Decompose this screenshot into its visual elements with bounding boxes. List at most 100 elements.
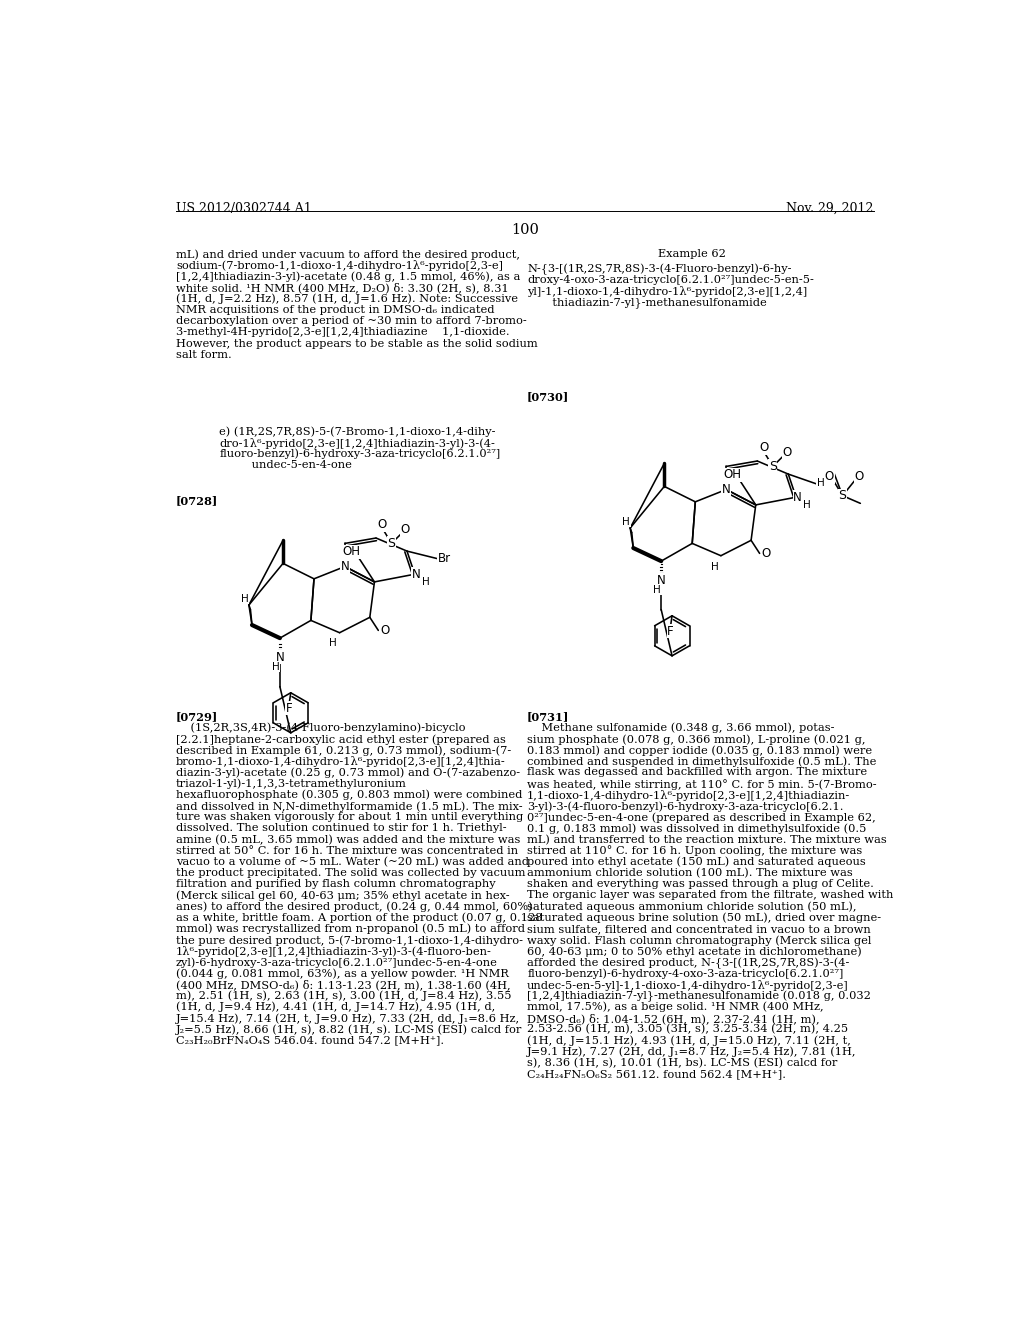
Text: the product precipitated. The solid was collected by vacuum: the product precipitated. The solid was …	[176, 869, 525, 878]
Text: H: H	[422, 577, 429, 587]
Text: described in Example 61, 0.213 g, 0.73 mmol), sodium-(7-: described in Example 61, 0.213 g, 0.73 m…	[176, 744, 511, 756]
Text: N: N	[341, 560, 349, 573]
Text: N: N	[794, 491, 802, 504]
Text: H: H	[330, 639, 337, 648]
Text: combined and suspended in dimethylsulfoxide (0.5 mL). The: combined and suspended in dimethylsulfox…	[527, 756, 877, 767]
Text: Example 62: Example 62	[658, 249, 726, 259]
Text: salt form.: salt form.	[176, 350, 231, 360]
Text: [0728]: [0728]	[176, 495, 218, 506]
Text: OH: OH	[342, 545, 360, 558]
Text: N: N	[656, 574, 666, 587]
Text: 100: 100	[511, 223, 539, 238]
Text: s), 8.36 (1H, s), 10.01 (1H, bs). LC-MS (ESI) calcd for: s), 8.36 (1H, s), 10.01 (1H, bs). LC-MS …	[527, 1057, 838, 1068]
Text: S: S	[387, 537, 395, 550]
Text: C₂₄H₂₄FN₅O₆S₂ 561.12. found 562.4 [M+H⁺].: C₂₄H₂₄FN₅O₆S₂ 561.12. found 562.4 [M+H⁺]…	[527, 1069, 786, 1078]
Text: H: H	[272, 661, 280, 672]
Text: sium sulfate, filtered and concentrated in vacuo to a brown: sium sulfate, filtered and concentrated …	[527, 924, 870, 933]
Text: C₂₃H₂₀BrFN₄O₄S 546.04. found 547.2 [M+H⁺].: C₂₃H₂₀BrFN₄O₄S 546.04. found 547.2 [M+H⁺…	[176, 1035, 444, 1045]
Text: ture was shaken vigorously for about 1 min until everything: ture was shaken vigorously for about 1 m…	[176, 812, 523, 822]
Text: (Merck silical gel 60, 40-63 μm; 35% ethyl acetate in hex-: (Merck silical gel 60, 40-63 μm; 35% eth…	[176, 890, 510, 900]
Text: Methane sulfonamide (0.348 g, 3.66 mmol), potas-: Methane sulfonamide (0.348 g, 3.66 mmol)…	[527, 723, 835, 734]
Text: saturated aqueous brine solution (50 mL), dried over magne-: saturated aqueous brine solution (50 mL)…	[527, 912, 882, 923]
Text: S: S	[839, 490, 847, 502]
Text: decarboxylation over a period of ~30 min to afford 7-bromo-: decarboxylation over a period of ~30 min…	[176, 317, 526, 326]
Text: O: O	[400, 523, 410, 536]
Text: [0729]: [0729]	[176, 711, 218, 722]
Text: O: O	[782, 446, 792, 459]
Text: dro-1λ⁶-pyrido[2,3-e][1,2,4]thiadiazin-3-yl)-3-(4-: dro-1λ⁶-pyrido[2,3-e][1,2,4]thiadiazin-3…	[219, 437, 496, 449]
Text: undec-5-en-4-one: undec-5-en-4-one	[219, 459, 352, 470]
Text: zyl)-6-hydroxy-3-aza-tricyclo[6.2.1.0²⁷]undec-5-en-4-one: zyl)-6-hydroxy-3-aza-tricyclo[6.2.1.0²⁷]…	[176, 957, 498, 968]
Text: DMSO-d₆) δ: 1.04-1.52 (6H, m), 2.37-2.41 (1H, m),: DMSO-d₆) δ: 1.04-1.52 (6H, m), 2.37-2.41…	[527, 1014, 820, 1024]
Text: ammonium chloride solution (100 mL). The mixture was: ammonium chloride solution (100 mL). The…	[527, 869, 853, 878]
Text: US 2012/0302744 A1: US 2012/0302744 A1	[176, 202, 311, 215]
Text: 60, 40-63 μm; 0 to 50% ethyl acetate in dichloromethane): 60, 40-63 μm; 0 to 50% ethyl acetate in …	[527, 946, 862, 957]
Text: undec-5-en-5-yl]-1,1-dioxo-1,4-dihydro-1λ⁶-pyrido[2,3-e]: undec-5-en-5-yl]-1,1-dioxo-1,4-dihydro-1…	[527, 979, 849, 990]
Text: H: H	[623, 517, 630, 527]
Text: amine (0.5 mL, 3.65 mmol) was added and the mixture was: amine (0.5 mL, 3.65 mmol) was added and …	[176, 834, 520, 845]
Text: However, the product appears to be stable as the solid sodium: However, the product appears to be stabl…	[176, 339, 538, 348]
Text: 0²⁷]undec-5-en-4-one (prepared as described in Example 62,: 0²⁷]undec-5-en-4-one (prepared as descri…	[527, 812, 876, 822]
Text: triazol-1-yl)-1,1,3,3-tetramethyluronium: triazol-1-yl)-1,1,3,3-tetramethyluronium	[176, 779, 407, 789]
Text: Nov. 29, 2012: Nov. 29, 2012	[786, 202, 873, 215]
Text: mL) and transferred to the reaction mixture. The mixture was: mL) and transferred to the reaction mixt…	[527, 834, 887, 845]
Text: [1,2,4]thiadiazin-7-yl}-methanesulfonamide (0.018 g, 0.032: [1,2,4]thiadiazin-7-yl}-methanesulfonami…	[527, 991, 871, 1002]
Text: 1,1-dioxo-1,4-dihydro-1λ⁶-pyrido[2,3-e][1,2,4]thiadiazin-: 1,1-dioxo-1,4-dihydro-1λ⁶-pyrido[2,3-e][…	[527, 789, 850, 801]
Text: O: O	[759, 441, 768, 454]
Text: OH: OH	[724, 469, 741, 482]
Text: diazin-3-yl)-acetate (0.25 g, 0.73 mmol) and O-(7-azabenzo-: diazin-3-yl)-acetate (0.25 g, 0.73 mmol)…	[176, 767, 520, 777]
Text: N-{3-[(1R,2S,7R,8S)-3-(4-Fluoro-benzyl)-6-hy-: N-{3-[(1R,2S,7R,8S)-3-(4-Fluoro-benzyl)-…	[527, 264, 792, 275]
Text: N: N	[825, 469, 835, 482]
Text: flask was degassed and backfilled with argon. The mixture: flask was degassed and backfilled with a…	[527, 767, 867, 777]
Text: bromo-1,1-dioxo-1,4-dihydro-1λ⁶-pyrido[2,3-e][1,2,4]thia-: bromo-1,1-dioxo-1,4-dihydro-1λ⁶-pyrido[2…	[176, 756, 506, 767]
Text: waxy solid. Flash column chromatography (Merck silica gel: waxy solid. Flash column chromatography …	[527, 935, 871, 945]
Text: (400 MHz, DMSO-d₆) δ: 1.13-1.23 (2H, m), 1.38-1.60 (4H,: (400 MHz, DMSO-d₆) δ: 1.13-1.23 (2H, m),…	[176, 979, 511, 990]
Text: H: H	[803, 500, 811, 510]
Text: H: H	[817, 478, 824, 488]
Text: (0.044 g, 0.081 mmol, 63%), as a yellow powder. ¹H NMR: (0.044 g, 0.081 mmol, 63%), as a yellow …	[176, 969, 509, 979]
Text: white solid. ¹H NMR (400 MHz, D₂O) δ: 3.30 (2H, s), 8.31: white solid. ¹H NMR (400 MHz, D₂O) δ: 3.…	[176, 282, 509, 293]
Text: mmol, 17.5%), as a beige solid. ¹H NMR (400 MHz,: mmol, 17.5%), as a beige solid. ¹H NMR (…	[527, 1002, 823, 1012]
Text: O: O	[380, 624, 389, 638]
Text: O: O	[824, 470, 834, 483]
Text: sodium-(7-bromo-1,1-dioxo-1,4-dihydro-1λ⁶-pyrido[2,3-e]: sodium-(7-bromo-1,1-dioxo-1,4-dihydro-1λ…	[176, 260, 503, 272]
Text: anes) to afford the desired product, (0.24 g, 0.44 mmol, 60%): anes) to afford the desired product, (0.…	[176, 902, 532, 912]
Text: [2.2.1]heptane-2-carboxylic acid ethyl ester (prepared as: [2.2.1]heptane-2-carboxylic acid ethyl e…	[176, 734, 506, 744]
Text: Br: Br	[437, 552, 451, 565]
Text: (1S,2R,3S,4R)-3-(4-Fluoro-benzylamino)-bicyclo: (1S,2R,3S,4R)-3-(4-Fluoro-benzylamino)-b…	[176, 723, 466, 734]
Text: H: H	[711, 561, 719, 572]
Text: mL) and dried under vacuum to afford the desired product,: mL) and dried under vacuum to afford the…	[176, 249, 520, 260]
Text: J₂=5.5 Hz), 8.66 (1H, s), 8.82 (1H, s). LC-MS (ESI) calcd for: J₂=5.5 Hz), 8.66 (1H, s), 8.82 (1H, s). …	[176, 1024, 522, 1035]
Text: mmol) was recrystallized from n-propanol (0.5 mL) to afford: mmol) was recrystallized from n-propanol…	[176, 924, 525, 935]
Text: [0731]: [0731]	[527, 711, 569, 722]
Text: as a white, brittle foam. A portion of the product (0.07 g, 0.128: as a white, brittle foam. A portion of t…	[176, 912, 543, 923]
Text: stirred at 110° C. for 16 h. Upon cooling, the mixture was: stirred at 110° C. for 16 h. Upon coolin…	[527, 846, 862, 857]
Text: [0730]: [0730]	[527, 391, 569, 401]
Text: thiadiazin-7-yl}-methanesulfonamide: thiadiazin-7-yl}-methanesulfonamide	[527, 297, 767, 308]
Text: NMR acquisitions of the product in DMSO-d₆ indicated: NMR acquisitions of the product in DMSO-…	[176, 305, 495, 315]
Text: The organic layer was separated from the filtrate, washed with: The organic layer was separated from the…	[527, 890, 894, 900]
Text: O: O	[378, 519, 387, 532]
Text: 1λ⁶-pyrido[2,3-e][1,2,4]thiadiazin-3-yl)-3-(4-fluoro-ben-: 1λ⁶-pyrido[2,3-e][1,2,4]thiadiazin-3-yl)…	[176, 946, 492, 957]
Text: 0.1 g, 0.183 mmol) was dissolved in dimethylsulfoxide (0.5: 0.1 g, 0.183 mmol) was dissolved in dime…	[527, 824, 866, 834]
Text: H: H	[241, 594, 249, 603]
Text: (1H, d, J=9.4 Hz), 4.41 (1H, d, J=14.7 Hz), 4.95 (1H, d,: (1H, d, J=9.4 Hz), 4.41 (1H, d, J=14.7 H…	[176, 1002, 496, 1012]
Text: H: H	[653, 585, 662, 594]
Text: and dissolved in N,N-dimethylformamide (1.5 mL). The mix-: and dissolved in N,N-dimethylformamide (…	[176, 801, 522, 812]
Text: poured into ethyl acetate (150 mL) and saturated aqueous: poured into ethyl acetate (150 mL) and s…	[527, 857, 866, 867]
Text: droxy-4-oxo-3-aza-tricyclo[6.2.1.0²⁷]undec-5-en-5-: droxy-4-oxo-3-aza-tricyclo[6.2.1.0²⁷]und…	[527, 275, 814, 285]
Text: O: O	[761, 546, 770, 560]
Text: N: N	[412, 568, 421, 581]
Text: [1,2,4]thiadiazin-3-yl)-acetate (0.48 g, 1.5 mmol, 46%), as a: [1,2,4]thiadiazin-3-yl)-acetate (0.48 g,…	[176, 272, 520, 282]
Text: filtration and purified by flash column chromatography: filtration and purified by flash column …	[176, 879, 496, 890]
Text: hexafluorophosphate (0.305 g, 0.803 mmol) were combined: hexafluorophosphate (0.305 g, 0.803 mmol…	[176, 789, 522, 800]
Text: was heated, while stirring, at 110° C. for 5 min. 5-(7-Bromo-: was heated, while stirring, at 110° C. f…	[527, 779, 877, 789]
Text: dissolved. The solution continued to stir for 1 h. Triethyl-: dissolved. The solution continued to sti…	[176, 824, 507, 833]
Text: afforded the desired product, N-{3-[(1R,2S,7R,8S)-3-(4-: afforded the desired product, N-{3-[(1R,…	[527, 957, 850, 969]
Text: yl]-1,1-dioxo-1,4-dihydro-1λ⁶-pyrido[2,3-e][1,2,4]: yl]-1,1-dioxo-1,4-dihydro-1λ⁶-pyrido[2,3…	[527, 286, 807, 297]
Text: O: O	[854, 470, 863, 483]
Text: (1H, d, J=15.1 Hz), 4.93 (1H, d, J=15.0 Hz), 7.11 (2H, t,: (1H, d, J=15.1 Hz), 4.93 (1H, d, J=15.0 …	[527, 1035, 851, 1045]
Text: N: N	[275, 651, 285, 664]
Text: saturated aqueous ammonium chloride solution (50 mL),: saturated aqueous ammonium chloride solu…	[527, 902, 857, 912]
Text: 3-methyl-4H-pyrido[2,3-e][1,2,4]thiadiazine    1,1-dioxide.: 3-methyl-4H-pyrido[2,3-e][1,2,4]thiadiaz…	[176, 327, 510, 338]
